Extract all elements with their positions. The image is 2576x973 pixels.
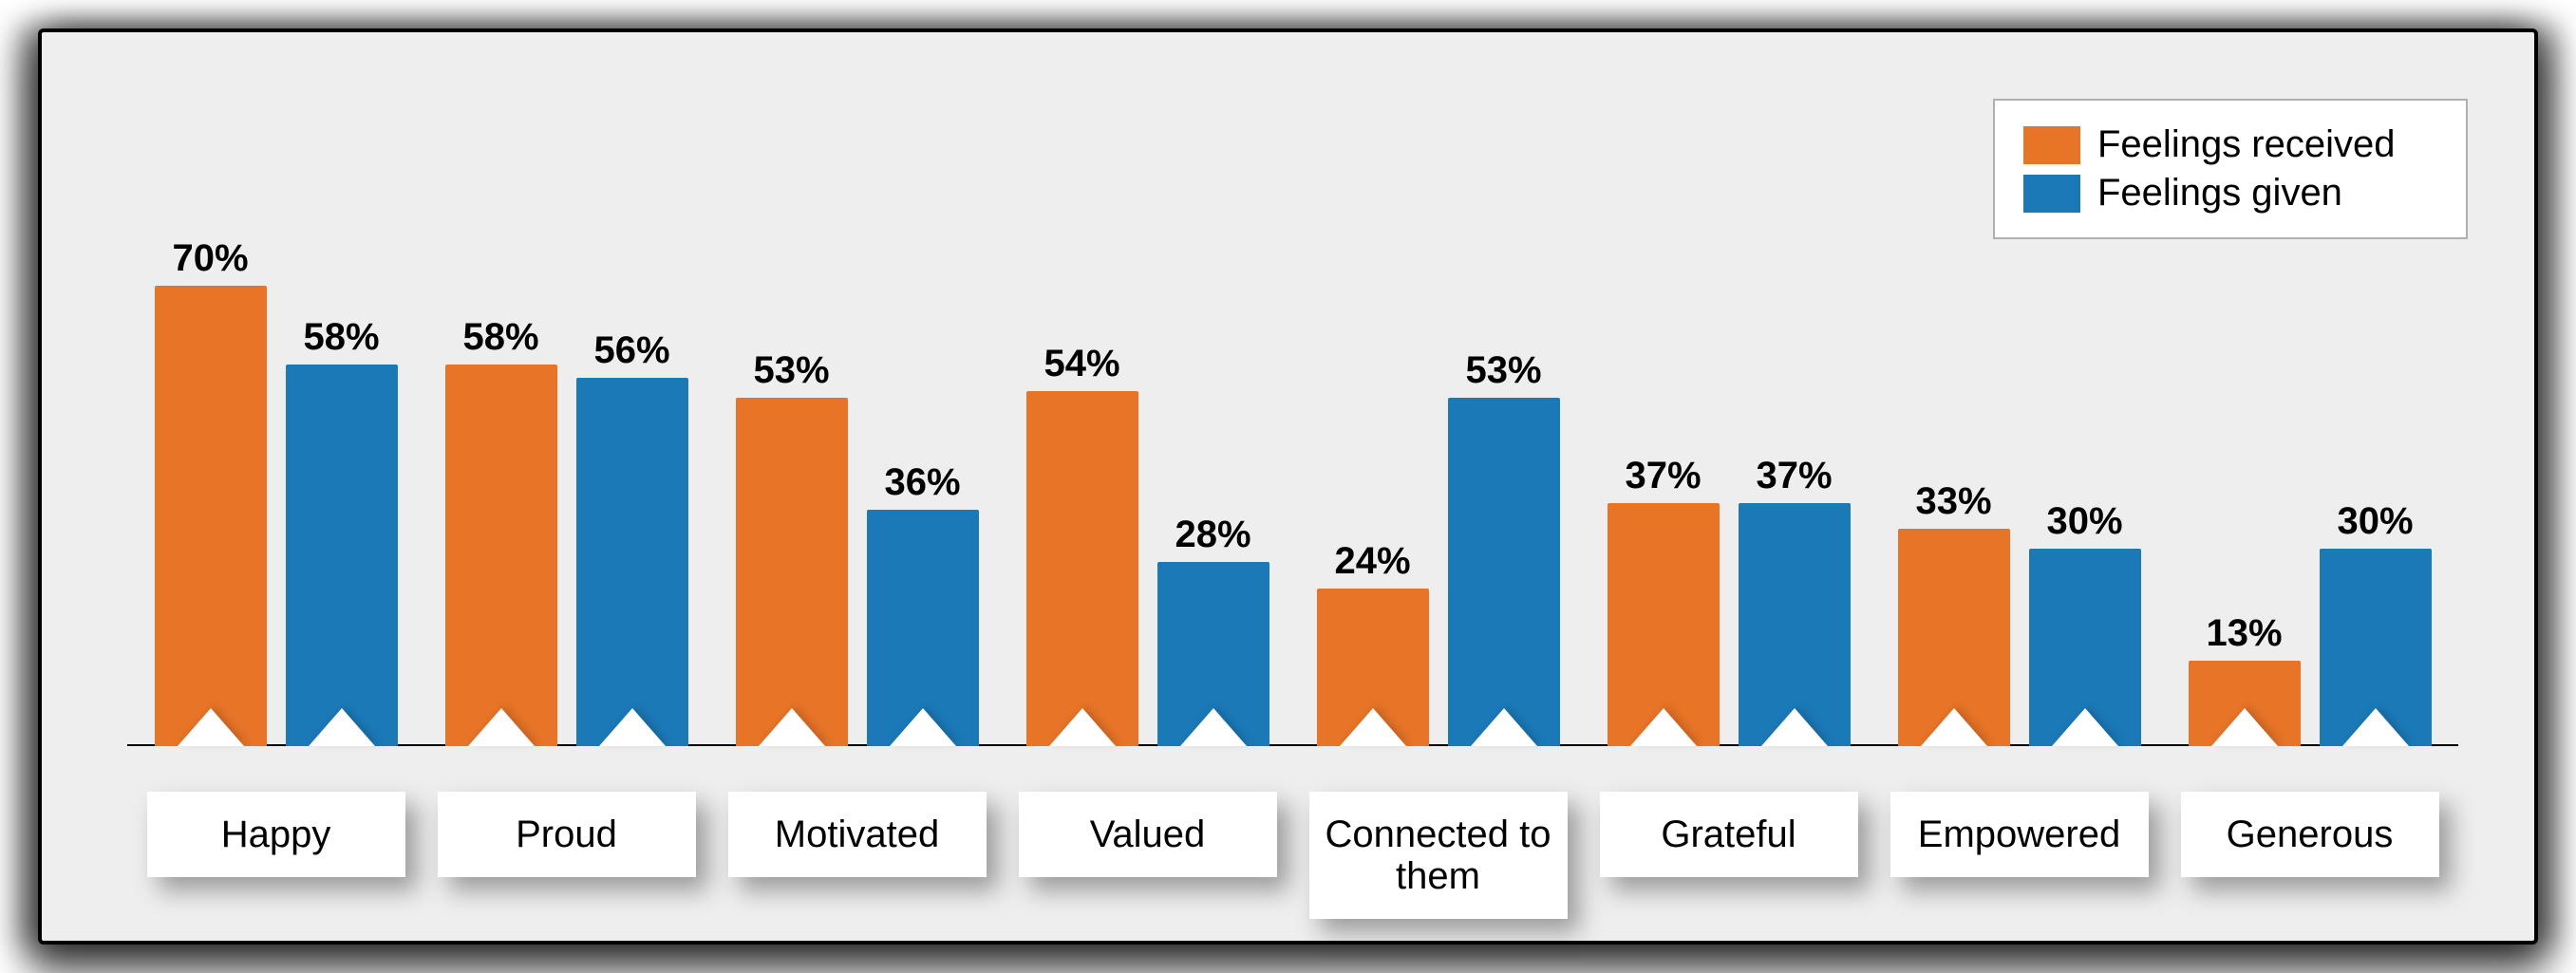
category-label: Proud [516, 814, 617, 855]
card-notch [1471, 708, 1537, 746]
category-card: Happy [147, 792, 405, 877]
chart-frame: Feelings received Feelings given 70% 58% H… [38, 28, 2538, 945]
card-notch [2211, 708, 2278, 746]
category-card: Connected to them [1309, 792, 1568, 919]
bar-value-label: 33% [1915, 480, 1991, 523]
bar-value-label: 58% [462, 316, 538, 359]
card-notch [1761, 708, 1828, 746]
card-notch [1921, 708, 1987, 746]
card-notch [2342, 708, 2409, 746]
bar-received [1026, 391, 1138, 746]
category-card: Valued [1019, 792, 1277, 877]
category-label: Grateful [1661, 814, 1796, 855]
category-label: Empowered [1918, 814, 2120, 855]
legend-label-received: Feelings received [2097, 123, 2396, 166]
bar-value-label: 37% [1756, 455, 1832, 497]
bar-given [576, 378, 688, 746]
bar-value-label: 53% [1465, 349, 1541, 392]
bar-value-label: 37% [1625, 455, 1701, 497]
legend-item-given: Feelings given [2023, 172, 2437, 215]
legend-swatch-received [2023, 126, 2080, 164]
card-notch [468, 708, 535, 746]
card-notch [1180, 708, 1247, 746]
category-card: Generous [2181, 792, 2439, 877]
bar-value-label: 36% [884, 461, 960, 504]
bar-value-label: 56% [593, 329, 669, 372]
category-card: Empowered [1890, 792, 2149, 877]
plot-area: 70%58%Happy58%56%Proud53%36%Motivated54%… [127, 293, 2458, 746]
bar-value-label: 28% [1175, 514, 1250, 556]
bar-value-label: 24% [1334, 540, 1410, 583]
bar-value-label: 53% [753, 349, 829, 392]
bar-value-label: 13% [2206, 612, 2282, 655]
category-label: Connected to them [1317, 814, 1560, 897]
legend-item-received: Feelings received [2023, 123, 2437, 166]
bar-value-label: 54% [1044, 343, 1119, 385]
bar-given [1448, 398, 1560, 746]
card-notch [1630, 708, 1697, 746]
category-label: Valued [1090, 814, 1206, 855]
category-card: Proud [438, 792, 696, 877]
bar-received [736, 398, 848, 746]
category-label: Generous [2227, 814, 2394, 855]
legend: Feelings received Feelings given [1993, 99, 2468, 239]
card-notch [309, 708, 375, 746]
category-label: Motivated [775, 814, 939, 855]
bar-received [445, 365, 557, 746]
bar-value-label: 30% [2337, 500, 2413, 543]
card-notch [599, 708, 666, 746]
bar-value-label: 30% [2046, 500, 2122, 543]
category-card: Motivated [728, 792, 987, 877]
card-notch [759, 708, 825, 746]
category-label: Happy [221, 814, 331, 855]
card-notch [2052, 708, 2118, 746]
category-card: Grateful [1600, 792, 1858, 877]
bar-value-label: 70% [172, 237, 248, 280]
card-notch [1340, 708, 1406, 746]
card-notch [178, 708, 244, 746]
card-notch [1049, 708, 1116, 746]
legend-label-given: Feelings given [2097, 172, 2342, 215]
legend-swatch-given [2023, 175, 2080, 213]
bar-given [286, 365, 398, 746]
bar-value-label: 58% [303, 316, 379, 359]
bar-received [155, 286, 267, 746]
card-notch [890, 708, 956, 746]
